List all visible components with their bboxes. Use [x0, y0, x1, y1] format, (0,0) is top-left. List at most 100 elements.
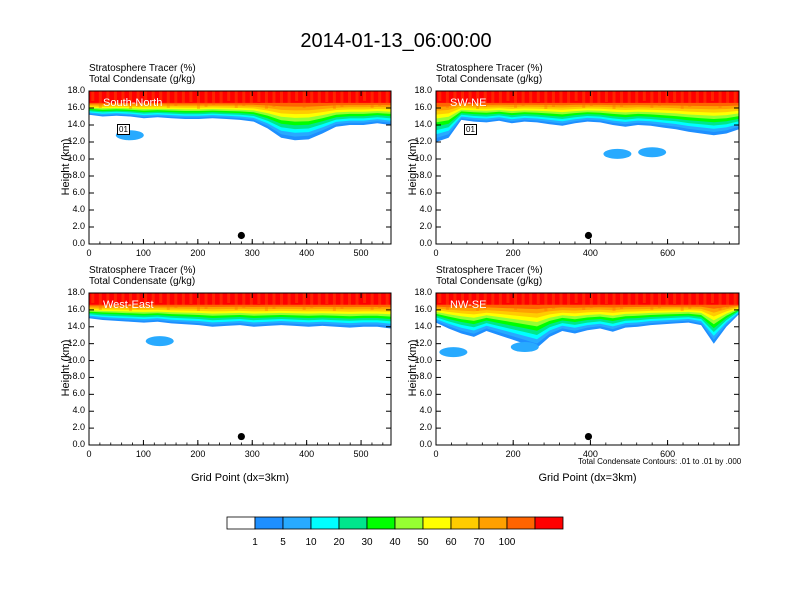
panel-title-tracer: Stratosphere Tracer (%) [436, 265, 543, 276]
plot-frame [435, 292, 740, 446]
tracer-streak [121, 91, 125, 102]
tracer-streak [166, 293, 170, 310]
tracer-blob [638, 147, 667, 158]
tracer-streak [121, 293, 125, 304]
tracer-streak [461, 293, 465, 306]
x-tick-label: 100 [135, 449, 151, 459]
tracer-streak [483, 293, 487, 309]
tracer-streak [635, 293, 639, 305]
x-tick-label: 200 [190, 248, 206, 258]
y-tick-label: 6.0 [72, 388, 85, 399]
panel-label: South-North [103, 97, 163, 109]
tracer-streak [680, 91, 684, 109]
panel-label: SW-NE [450, 97, 487, 109]
tracer-streak [650, 293, 654, 310]
y-tick-label: 14.0 [414, 320, 432, 331]
y-tick-label: 16.0 [414, 303, 432, 314]
tracer-streak [257, 293, 261, 304]
tracer-streak [174, 293, 178, 308]
panel-title-condensate: Total Condensate (g/kg) [436, 276, 543, 287]
plot-frame [435, 90, 740, 245]
tracer-streak [453, 293, 457, 308]
plot-area [436, 293, 739, 358]
plot-area [436, 91, 739, 159]
tracer-streak [483, 91, 487, 107]
tracer-streak [136, 91, 140, 107]
tracer-streak [551, 293, 555, 309]
x-tick-label: 400 [299, 248, 315, 258]
contour-label: 01 [117, 124, 130, 135]
y-tick-label: 12.0 [414, 136, 432, 146]
tracer-streak [498, 91, 502, 103]
x-tick-label: 0 [433, 449, 439, 459]
y-tick-label: 0.0 [419, 439, 432, 449]
plot-frame [88, 292, 392, 446]
tracer-streak [597, 293, 601, 306]
y-axis-label: Height (km) [60, 339, 72, 397]
x-tick-label: 400 [299, 449, 315, 459]
plot-frame [88, 90, 392, 245]
y-tick-label: 18.0 [414, 287, 432, 297]
x-tick-label: 200 [505, 248, 521, 258]
y-tick-label: 16.0 [67, 102, 85, 112]
tracer-streak [340, 293, 344, 309]
y-tick-label: 10.0 [67, 354, 85, 365]
tracer-streak [204, 293, 208, 309]
tracer-streak [627, 293, 631, 307]
tracer-streak [234, 91, 238, 108]
tracer-streak [718, 293, 722, 310]
tracer-streak [363, 293, 367, 303]
tracer-streak [673, 91, 677, 102]
tracer-streak [219, 91, 223, 103]
tracer-streak [559, 293, 563, 307]
tracer-streak [559, 91, 563, 105]
tracer-streak [680, 293, 684, 311]
tracer-streak [498, 293, 502, 305]
tracer-streak [726, 91, 730, 106]
tracer-streak [378, 91, 382, 106]
tracer-streak [529, 293, 533, 306]
tracer-streak [514, 91, 518, 108]
tracer-streak [726, 293, 730, 308]
tracer-streak [189, 91, 193, 102]
y-tick-label: 12.0 [414, 337, 432, 348]
panel-title-tracer: Stratosphere Tracer (%) [89, 265, 196, 276]
tracer-streak [264, 91, 268, 109]
tracer-streak [657, 293, 661, 308]
tracer-streak [151, 293, 155, 305]
panel-title-tracer: Stratosphere Tracer (%) [436, 63, 543, 74]
tracer-streak [453, 91, 457, 106]
x-tick-label: 200 [190, 449, 206, 459]
tracer-streak [113, 293, 117, 306]
x-axis-label: Grid Point (dx=3km) [190, 472, 290, 484]
y-tick-label: 2.0 [419, 221, 432, 231]
tracer-streak [144, 293, 148, 307]
colorbar-swatch [282, 516, 312, 530]
tracer-blob [439, 347, 468, 358]
tracer-streak [673, 293, 677, 304]
tracer-band [436, 293, 739, 305]
tracer-streak [151, 91, 155, 103]
tracer-streak [106, 91, 110, 106]
tracer-streak [536, 91, 540, 102]
tracer-streak [574, 91, 578, 101]
tracer-streak [317, 293, 321, 306]
tracer-streak [665, 293, 669, 306]
panel-plot-nw-se [435, 292, 740, 446]
tracer-streak [582, 91, 586, 108]
tracer-streak [378, 293, 382, 308]
colorbar-swatch [422, 516, 452, 530]
tracer-streak [347, 293, 351, 307]
y-axis-label: Height (km) [60, 138, 72, 195]
tracer-streak [385, 91, 389, 104]
tracer-streak [295, 91, 299, 101]
x-tick-label: 600 [660, 449, 676, 459]
tracer-streak [355, 91, 359, 103]
tracer-streak [227, 91, 231, 101]
x-tick-label: 500 [353, 449, 369, 459]
tracer-streak [302, 293, 306, 310]
colorbar-swatch [254, 516, 284, 530]
y-tick-label: 8.0 [419, 371, 432, 382]
tracer-streak [438, 91, 442, 101]
tracer-streak [461, 91, 465, 104]
